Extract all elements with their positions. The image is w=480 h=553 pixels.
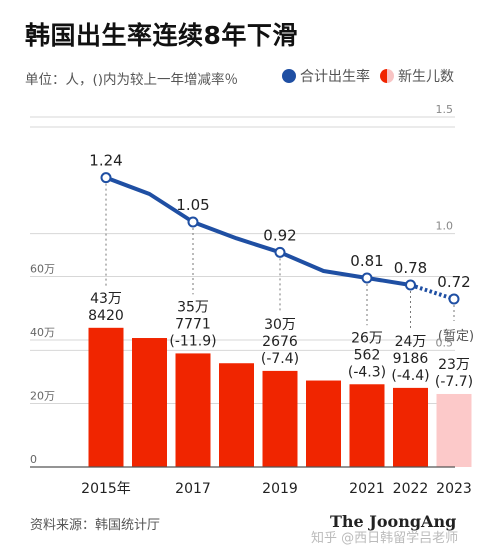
line-point (274, 246, 286, 258)
bar-data-label: 35万 (177, 299, 209, 315)
legend-item-bar: 新生儿数 (380, 66, 454, 86)
watermark: 知乎 @西日韩留学吕老师 (311, 531, 459, 546)
line-point (100, 172, 112, 184)
line-point (361, 272, 373, 284)
bar-data-label: (-7.7) (435, 374, 473, 390)
unit-note: 单位：人，()内为较上一年增减率％ (25, 72, 239, 88)
bar-data-label: 26万 (351, 330, 383, 346)
bar (349, 384, 385, 467)
bar (262, 370, 298, 467)
legend-bar-marker (380, 69, 394, 83)
line-series-solid (105, 175, 411, 287)
y-tick-label-left: 20万 (30, 390, 55, 403)
bar (88, 327, 124, 467)
bar-data-label: (-4.3) (348, 364, 386, 380)
y-tick-label-left: 60万 (30, 263, 55, 276)
y-tick-label-right: 1.0 (436, 220, 454, 233)
y-tick-label-right: 0.5 (436, 336, 454, 349)
leader-layer (105, 183, 455, 329)
bar-data-label: (-7.4) (261, 351, 299, 367)
x-tick-label: 2021 (349, 481, 385, 497)
bar-data-label: 43万 (90, 291, 122, 307)
bar-data-label: 7771 (175, 316, 211, 332)
bar-data-label: 23万 (438, 357, 470, 373)
line-point-label: 1.24 (89, 152, 122, 170)
page-title: 韩国出生率连续8年下滑 (25, 21, 298, 50)
x-tick-label: 2019 (262, 481, 298, 497)
y-tick-label-left: 40万 (30, 326, 55, 339)
legend-item-line: 合计出生率 (282, 66, 370, 86)
legend-line-label: 合计出生率 (300, 69, 370, 85)
bar-data-label: 562 (354, 347, 381, 363)
bar (132, 338, 167, 467)
line-layer (100, 172, 460, 305)
line-point (448, 293, 460, 305)
bar (219, 363, 254, 467)
bar-data-label: 24万 (395, 334, 427, 350)
line-point (405, 279, 416, 291)
y-tick-label-left: 0 (30, 453, 37, 466)
bar (306, 380, 341, 467)
publisher-logo: The JoongAng (330, 512, 457, 531)
bar-data-label: 8420 (88, 308, 124, 324)
bar (393, 387, 428, 467)
bar-data-label: (-11.9) (169, 333, 216, 349)
bar-data-label: 2676 (262, 334, 298, 350)
x-tick-label: 2017 (175, 481, 211, 497)
source-note: 资料来源：韩国统计厅 (30, 518, 161, 533)
y-tick-label-right: 1.5 (436, 103, 454, 116)
line-point-label: 0.92 (263, 226, 296, 244)
axis-layer: 0 20万 40万 60万 0.5 1.0 1.5 2015年 2017 2019 2021 2022… (30, 103, 472, 497)
bar-estimate (436, 393, 472, 467)
line-point-label: 0.81 (350, 252, 383, 270)
bar-data-label: 30万 (264, 317, 296, 333)
line-point (187, 216, 199, 228)
bar (175, 353, 211, 467)
bar-data-label: 9186 (393, 351, 429, 367)
bar-layer (88, 327, 472, 467)
x-tick-label: 2015年 (81, 481, 131, 497)
legend-line-marker (282, 69, 296, 83)
legend: 合计出生率 新生儿数 (272, 66, 454, 86)
legend-bar-label: 新生儿数 (398, 69, 454, 85)
estimate-note: (暂定) (438, 329, 474, 344)
line-point-label: 1.05 (176, 196, 209, 214)
x-tick-label: 2022 (393, 481, 429, 497)
line-point-label: 0.72 (437, 273, 470, 291)
x-tick-label: 2023 (436, 481, 472, 497)
bar-data-label: (-4.4) (391, 368, 429, 384)
line-point-label: 0.78 (394, 259, 427, 277)
